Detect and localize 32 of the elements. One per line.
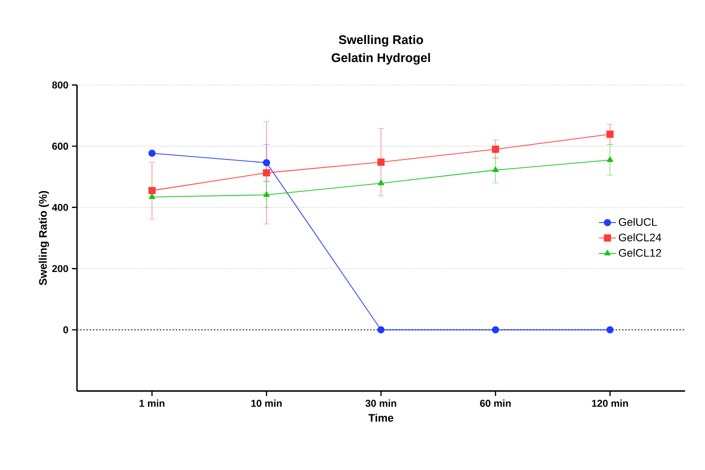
point <box>148 150 156 157</box>
x-tick-label: 60 min <box>480 400 511 407</box>
point <box>262 159 270 166</box>
y-axis-title: Swelling Ratio (%) <box>38 191 50 286</box>
x-tick-label: 30 min <box>365 400 396 407</box>
y-tick-label: 400 <box>52 204 68 211</box>
y-tick-label: 600 <box>52 142 68 150</box>
point <box>263 191 270 197</box>
point <box>377 158 385 166</box>
point <box>148 186 156 194</box>
y-tick-label: 200 <box>52 265 68 272</box>
point <box>492 146 500 153</box>
legend-label: GelCL24 <box>618 233 662 242</box>
x-tick-label: 1 min <box>140 400 164 407</box>
point <box>262 169 270 176</box>
chart-subtitle: Gelatin Hydrogel <box>332 52 430 65</box>
point <box>492 326 500 334</box>
point <box>606 326 614 334</box>
x-tick-label: 120 min <box>592 400 628 407</box>
y-tick-label: 0 <box>63 326 68 334</box>
point <box>148 193 156 199</box>
point <box>606 130 614 138</box>
point <box>492 166 499 172</box>
legend-label: GelUCL <box>618 218 657 226</box>
point <box>606 156 614 162</box>
x-tick-label: 10 min <box>251 400 282 407</box>
chart-title: Swelling Ratio <box>338 34 424 47</box>
legend-label: GelCL12 <box>618 248 662 257</box>
y-tick-label: 800 <box>52 81 68 89</box>
point <box>377 326 385 334</box>
x-axis-title: Time <box>368 414 394 422</box>
point <box>378 180 384 186</box>
